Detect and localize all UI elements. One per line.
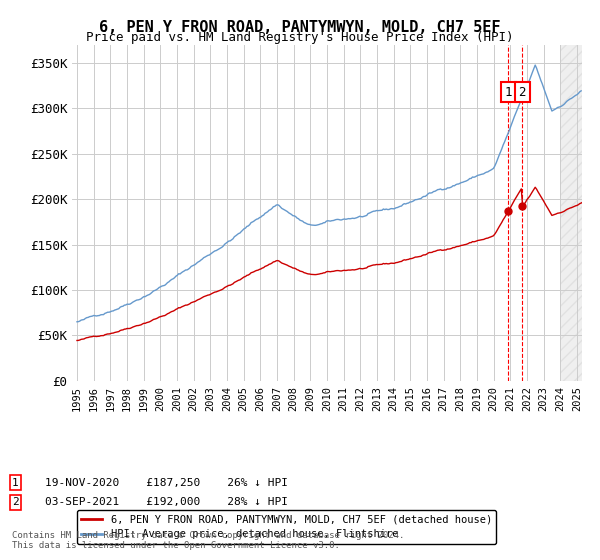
Text: 19-NOV-2020    £187,250    26% ↓ HPI: 19-NOV-2020 £187,250 26% ↓ HPI bbox=[45, 478, 288, 488]
Text: Contains HM Land Registry data © Crown copyright and database right 2024.
This d: Contains HM Land Registry data © Crown c… bbox=[12, 530, 404, 550]
Text: 03-SEP-2021    £192,000    28% ↓ HPI: 03-SEP-2021 £192,000 28% ↓ HPI bbox=[45, 497, 288, 507]
Text: Price paid vs. HM Land Registry's House Price Index (HPI): Price paid vs. HM Land Registry's House … bbox=[86, 31, 514, 44]
Legend: 6, PEN Y FRON ROAD, PANTYMWYN, MOLD, CH7 5EF (detached house), HPI: Average pric: 6, PEN Y FRON ROAD, PANTYMWYN, MOLD, CH7… bbox=[77, 510, 496, 544]
Text: 1: 1 bbox=[12, 478, 19, 488]
Text: 1: 1 bbox=[505, 86, 512, 99]
Text: 2: 2 bbox=[12, 497, 19, 507]
Text: 6, PEN Y FRON ROAD, PANTYMWYN, MOLD, CH7 5EF: 6, PEN Y FRON ROAD, PANTYMWYN, MOLD, CH7… bbox=[99, 20, 501, 35]
Bar bbox=[560, 45, 586, 381]
Text: 2: 2 bbox=[518, 86, 526, 99]
